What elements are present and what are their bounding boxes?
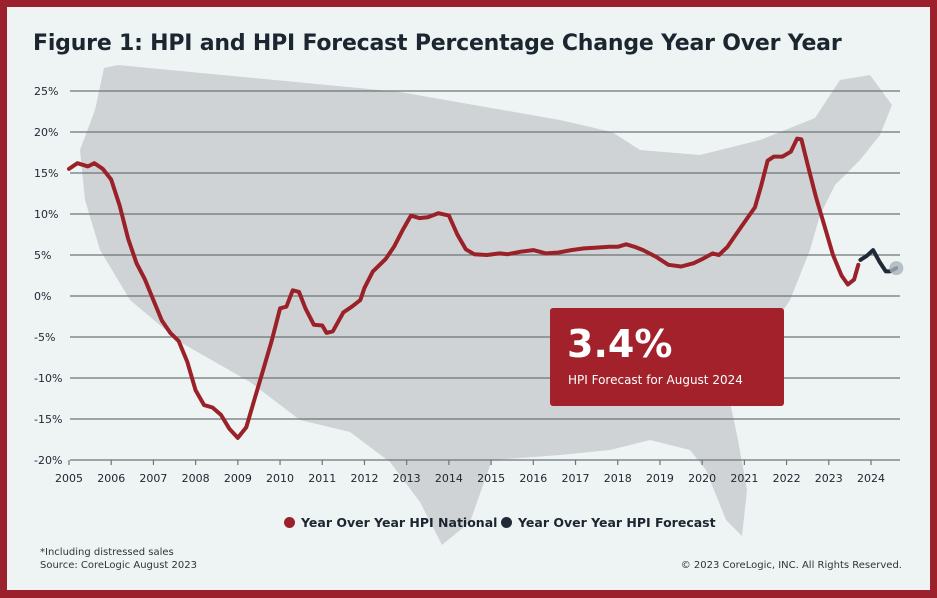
x-tick-label: 2023 xyxy=(815,472,843,485)
y-tick-label: 20% xyxy=(34,126,58,139)
national-line xyxy=(67,136,861,440)
source-note: Source: CoreLogic August 2023 xyxy=(40,560,197,571)
copyright: © 2023 CoreLogic, INC. All Rights Reserv… xyxy=(680,560,902,571)
callout-label: HPI Forecast for August 2024 xyxy=(568,373,743,387)
y-tick-label: -20% xyxy=(34,454,62,467)
x-tick-label: 2021 xyxy=(730,472,758,485)
callout-value: 3.4% xyxy=(567,322,673,366)
legend-item-forecast: Year Over Year HPI Forecast xyxy=(501,515,716,530)
x-tick-label: 2010 xyxy=(266,472,294,485)
x-tick-label: 2022 xyxy=(773,472,801,485)
forecast-endpoint-marker xyxy=(889,261,904,276)
x-tick-label: 2019 xyxy=(646,472,674,485)
y-tick-label: -15% xyxy=(34,413,62,426)
y-tick-label: -5% xyxy=(34,331,55,344)
y-tick-label: 0% xyxy=(34,290,51,303)
y-tick-label: 5% xyxy=(34,249,51,262)
x-tick-label: 2020 xyxy=(688,472,716,485)
x-tick-label: 2017 xyxy=(562,472,590,485)
legend-label-forecast: Year Over Year HPI Forecast xyxy=(518,515,716,530)
x-tick-label: 2018 xyxy=(604,472,632,485)
y-tick-label: 10% xyxy=(34,208,58,221)
x-tick-label: 2024 xyxy=(857,472,885,485)
chart-title: Figure 1: HPI and HPI Forecast Percentag… xyxy=(33,31,842,56)
y-tick-label: 15% xyxy=(34,167,58,180)
x-tick-label: 2009 xyxy=(224,472,252,485)
x-tick-label: 2015 xyxy=(477,472,505,485)
forecast-line xyxy=(858,248,899,274)
footer-notes: *Including distressed sales Source: Core… xyxy=(40,546,197,572)
x-tick-label: 2008 xyxy=(182,472,210,485)
y-tick-label: 25% xyxy=(34,85,58,98)
x-tick-label: 2011 xyxy=(308,472,336,485)
x-tick-label: 2016 xyxy=(519,472,547,485)
footnote: *Including distressed sales xyxy=(40,547,174,558)
legend-label-national: Year Over Year HPI National xyxy=(301,515,498,530)
legend-item-national: Year Over Year HPI National xyxy=(284,515,497,530)
x-tick-label: 2013 xyxy=(393,472,421,485)
x-tick-label: 2012 xyxy=(350,472,378,485)
y-tick-label: -10% xyxy=(34,372,62,385)
us-map-background xyxy=(80,65,892,545)
legend-swatch-national xyxy=(284,517,295,528)
x-tick-label: 2007 xyxy=(139,472,167,485)
legend-swatch-forecast xyxy=(501,517,512,528)
x-tick-label: 2005 xyxy=(55,472,83,485)
x-tick-label: 2006 xyxy=(97,472,125,485)
forecast-callout: 3.4% HPI Forecast for August 2024 xyxy=(550,308,784,406)
x-tick-label: 2014 xyxy=(435,472,463,485)
